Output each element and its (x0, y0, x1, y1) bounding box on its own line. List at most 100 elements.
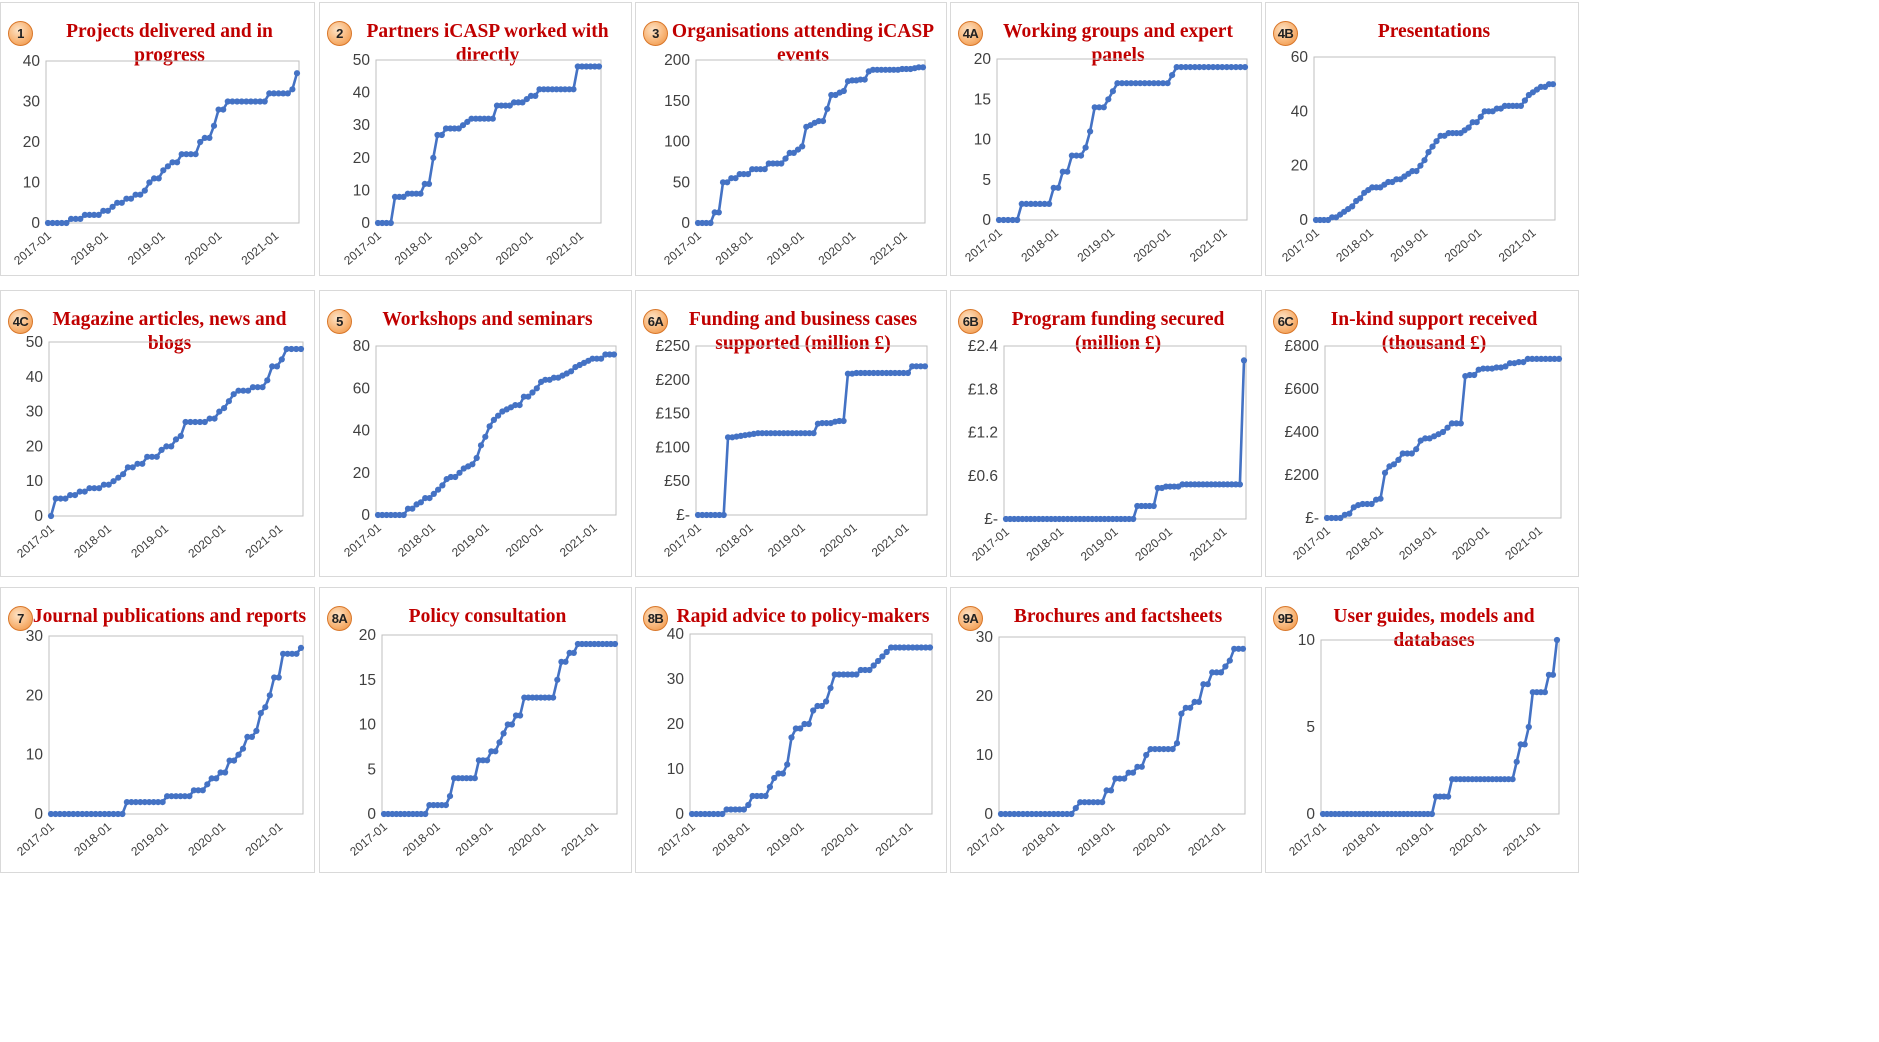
y-tick-label: 50 (353, 52, 371, 69)
data-point (456, 469, 463, 476)
y-tick-label: 10 (359, 717, 377, 734)
y-tick-label: 20 (23, 134, 41, 151)
data-point (150, 799, 157, 806)
data-point (91, 485, 98, 492)
data-point (1413, 446, 1420, 453)
data-point (857, 666, 864, 674)
data-point (506, 102, 513, 109)
data-point (1018, 200, 1025, 207)
data-point (1147, 746, 1154, 753)
data-point (1217, 669, 1225, 676)
data-point (409, 505, 416, 512)
data-point (52, 495, 59, 502)
data-point (1542, 355, 1549, 362)
data-point (732, 806, 739, 813)
data-point (174, 159, 181, 166)
y-tick-label: 50 (673, 174, 691, 191)
x-tick-label: 2021-01 (243, 521, 286, 560)
data-point (1187, 64, 1194, 71)
line-chart: 0 50 100 150 200 2017-01 2018-01 2019-01 2020-01… (661, 52, 927, 268)
data-point (1521, 741, 1528, 748)
data-point (861, 76, 868, 83)
data-point (1118, 80, 1126, 87)
data-point (259, 384, 266, 391)
y-tick-label: £250 (656, 338, 691, 355)
y-tick-label: 20 (26, 438, 44, 455)
x-tick-label: 2017-01 (347, 819, 390, 858)
y-tick-label: 10 (667, 761, 685, 778)
data-point (1068, 810, 1075, 818)
y-tick-label: 60 (1291, 49, 1309, 66)
plot-area (996, 58, 1248, 221)
y-tick-label: £1.2 (968, 425, 998, 442)
y-tick-label: £2.4 (968, 338, 999, 355)
data-point (1015, 810, 1022, 818)
data-point (1549, 671, 1557, 678)
data-point (293, 70, 301, 77)
data-point (1471, 371, 1478, 379)
data-point (1541, 689, 1548, 696)
data-point (442, 125, 450, 132)
data-point (1232, 64, 1239, 71)
data-point (1477, 113, 1484, 120)
chart-number-badge: 1 (8, 21, 33, 46)
chart-number-badge: 6A (643, 309, 668, 334)
data-point (44, 219, 52, 227)
x-tick-label: 2017-01 (969, 524, 1012, 563)
line-chart: £- £50 £100 £150 £200 £250 2017-01 2018-01 2019-… (656, 338, 929, 560)
data-point (400, 193, 407, 200)
data-point (482, 433, 489, 440)
chart-panel-4c: 4C Magazine articles, news and blogs 0 10 20… (0, 290, 315, 577)
data-point (1346, 510, 1353, 517)
x-tick-label: 2020-01 (182, 228, 225, 267)
data-point (1223, 64, 1230, 71)
data-point (297, 345, 305, 353)
series-line (384, 642, 615, 816)
line-chart: 0 10 20 30 40 2017-01 2018-01 2019-01 2020-01 202… (11, 53, 301, 268)
data-point (1178, 710, 1185, 717)
chart-number-badge: 3 (643, 21, 668, 46)
data-point (1150, 80, 1157, 87)
data-point (587, 63, 594, 70)
x-tick-label: 2019-01 (128, 521, 171, 560)
data-point (1099, 799, 1106, 806)
data-point (230, 391, 237, 398)
x-tick-label: 2019-01 (453, 819, 496, 858)
data-point (502, 102, 509, 109)
y-tick-label: 30 (23, 94, 41, 111)
plot-area (381, 634, 618, 815)
data-point (870, 369, 877, 377)
data-point (442, 802, 449, 809)
y-tick-label: 10 (976, 747, 994, 764)
data-point (1390, 461, 1397, 468)
x-tick-label: 2021-01 (1187, 524, 1230, 563)
x-tick-label: 2018-01 (400, 819, 443, 858)
data-point (758, 792, 765, 800)
data-point (123, 799, 130, 806)
y-tick-label: 0 (982, 212, 991, 229)
data-point (593, 355, 600, 362)
data-point (168, 443, 175, 450)
data-point (1521, 97, 1528, 104)
data-point (155, 799, 162, 806)
data-point (97, 810, 104, 818)
data-point (96, 485, 103, 492)
data-point (134, 460, 141, 467)
x-tick-label: 2019-01 (1388, 225, 1431, 264)
data-point (57, 495, 64, 502)
data-point (220, 106, 227, 113)
x-tick-label: 2018-01 (68, 228, 111, 267)
data-point (995, 216, 1003, 224)
data-point (561, 86, 569, 93)
data-point (921, 363, 929, 370)
data-point (387, 219, 394, 227)
y-tick-label: £600 (1285, 381, 1320, 398)
data-point (1009, 216, 1016, 224)
data-point (1046, 200, 1053, 207)
data-point (244, 733, 251, 740)
data-point (1138, 763, 1145, 770)
y-tick-label: £100 (656, 439, 691, 456)
data-point (1096, 104, 1103, 111)
data-point (446, 793, 454, 800)
plot-area (695, 345, 928, 516)
